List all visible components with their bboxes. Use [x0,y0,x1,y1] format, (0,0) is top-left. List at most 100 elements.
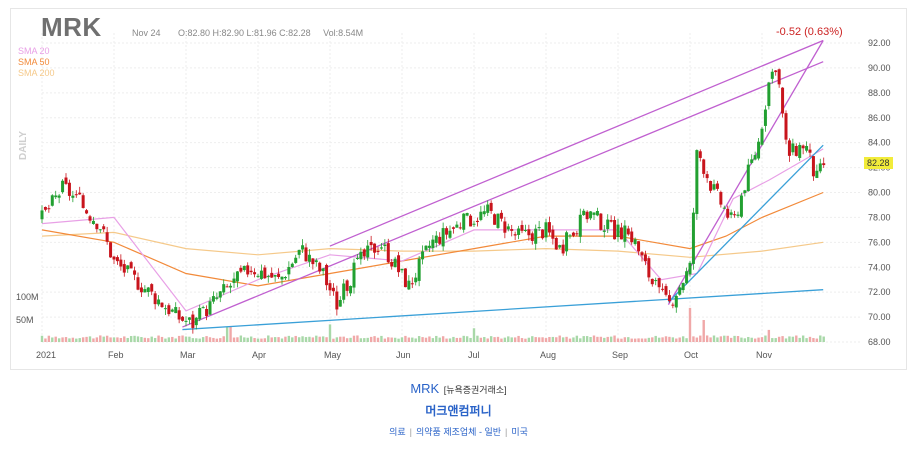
volume-bar [301,336,304,342]
volume-bar [297,337,301,342]
candle-body [67,182,71,196]
volume-bar [575,335,579,342]
candle-body [517,228,521,235]
candle-body [630,231,634,243]
y-axis: 92.0090.0088.0086.0084.0082.0080.0078.00… [868,38,891,347]
volume-bar [503,337,507,342]
period-label: DAILY [18,130,29,160]
volume-bar [109,337,112,342]
candle-body [146,287,150,293]
candle-body [160,302,164,308]
volume-bar [105,335,109,342]
candle-body [458,227,462,229]
volume-bar [764,335,767,342]
footer-company-link[interactable]: 머크앤컴퍼니 [425,404,492,418]
candle-body [791,143,795,153]
volume-bar [699,335,702,342]
volume-bar [376,337,380,342]
candle-body [119,259,123,267]
volume-bar [465,336,469,342]
candle-body [537,227,541,229]
volume-bar [174,338,177,342]
candle-body [585,211,589,220]
candle-body [798,144,802,158]
category-link-industry[interactable]: 의약품 제조업체 - 일반 [415,427,502,437]
footer-ticker-link[interactable]: MRK [410,381,440,396]
volume-bar [486,338,489,342]
volume-bar [417,336,421,342]
volume-bar [119,337,123,342]
candle-body [674,296,678,308]
candle-body [623,225,627,242]
candle-body [667,295,671,301]
volume-bar [589,336,592,342]
x-tick-label: Jun [396,350,411,360]
volume-bar [661,337,664,342]
candle-body [499,212,503,219]
y-tick-label: 80.00 [868,188,891,198]
footer: MRK [뉴욕증권거래소] 머크앤컴퍼니 의료 | 의약품 제조업체 - 일반 | 미국 [0,380,917,438]
candle-body [249,270,253,273]
candle-body [379,247,383,249]
volume-bar [71,337,75,342]
candle-body [311,258,315,265]
volume-bar [510,337,513,342]
volume-bar [61,337,64,342]
volume-bar [716,337,719,342]
volume-bar [150,336,153,342]
candle-body [637,241,641,252]
candle-body [410,283,414,285]
volume-bar [805,338,808,342]
candle-body [191,314,195,328]
candle-body [174,307,178,314]
category-link-sector[interactable]: 의료 [389,427,406,437]
category-link-country[interactable]: 미국 [511,427,528,437]
volume-bar [222,336,225,342]
candle-body [328,283,332,291]
candle-body [194,317,198,326]
volume-bar [428,336,431,342]
volume-bar [92,338,95,342]
candle-body [510,229,514,231]
volume-bar [795,335,798,342]
candle-body [143,289,147,293]
y-tick-label: 78.00 [868,212,891,222]
volume-bar [44,338,47,342]
candle-body [698,151,702,158]
candle-body [613,220,617,240]
volume-bar [369,336,373,342]
volume-bar [753,338,757,342]
candle-body [441,228,445,247]
candle-body [595,211,599,216]
candle-body [366,245,370,258]
candle-body [177,310,181,320]
candle-body [85,210,89,214]
candle-body [181,316,185,321]
volume-bar [191,338,195,342]
candle-body [239,267,243,272]
y-tick-label: 84.00 [868,138,891,148]
volume-bar [246,337,249,342]
volume-bar [116,337,119,342]
candle-body [81,195,85,208]
candle-body [198,307,202,320]
candle-body [743,190,747,194]
volume-bar [791,336,795,342]
volume-bar [548,336,551,342]
candle-body [787,140,791,156]
volume-bar [78,338,81,342]
y-tick-label: 92.00 [868,38,891,48]
price-chart[interactable]: 92.0090.0088.0086.0084.0082.0080.0078.00… [0,0,917,372]
candle-body [386,243,390,263]
volume-bar [85,336,88,342]
volume-bar [112,337,116,342]
candle-body [91,220,95,225]
volume-bar [332,338,335,342]
volume-bar [256,338,260,342]
candle-body [534,228,538,244]
candle-body [414,277,418,283]
candle-body [50,195,54,206]
candle-body [729,212,733,215]
volume-bar [603,337,606,342]
candlesticks [40,68,826,334]
